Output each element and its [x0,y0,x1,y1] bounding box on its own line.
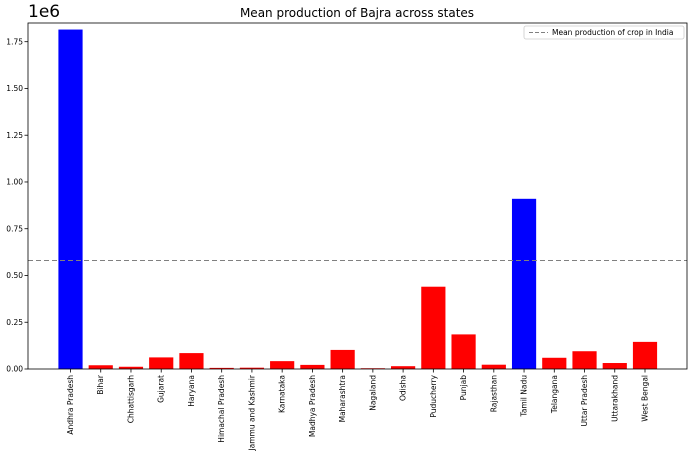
bar-west-bengal [632,341,658,369]
x-tick-label: Madhya Pradesh [308,375,317,437]
bar-tamil-nadu [511,198,537,369]
x-tick-label: Punjab [459,375,468,401]
bar-rajasthan [481,364,506,369]
y-axis-scale-label: 1e6 [28,2,60,22]
bar-haryana [179,353,204,369]
x-tick-label: Maharashtra [338,375,347,422]
bar-uttar-pradesh [572,351,597,369]
x-tick-label: Nagaland [368,375,377,411]
y-tick-label: 0.00 [6,365,23,374]
x-tick-label: Rajasthan [489,375,498,413]
legend-box [523,25,685,40]
x-tick-label: Haryana [187,375,196,407]
bar-bihar [88,365,113,369]
x-tick-label: Chhattisgarh [126,375,135,424]
x-tick-label: West Bengal [641,375,650,422]
plot-frame [27,22,688,370]
bar-karnataka [270,361,295,369]
bar-jammu-and-kashmir [239,367,265,369]
y-tick-label: 1.00 [6,178,23,187]
bar-maharashtra [330,349,355,369]
y-axis-ticks: 0.00 0.25 0.50 0.75 1.00 1.25 1.50 1.75 [6,37,28,374]
x-tick-label: Uttar Pradesh [580,375,589,427]
legend: Mean production of crop in India [523,25,685,40]
bar-puducherry [421,286,446,369]
x-axis-ticks: Andhra Pradesh Bihar Chhattisgarh Gujarat Ha… [66,369,650,452]
x-tick-label: Puducherry [429,374,438,417]
x-tick-label: Jammu and Kashmir [247,374,256,451]
bar-gujarat [149,357,174,369]
x-tick-label: Himachal Pradesh [217,375,226,443]
chart-title: Mean production of Bajra across states [240,6,474,20]
x-tick-label: Tamil Nadu [520,375,529,418]
bar-andhra-pradesh [58,29,83,370]
x-tick-label: Karnataka [278,375,287,413]
y-tick-label: 1.25 [6,131,23,140]
x-tick-label: Gujarat [157,375,166,403]
bar-himachal-pradesh [209,367,234,369]
legend-label: Mean production of crop in India [552,28,674,37]
x-tick-label: Uttarakhand [610,375,619,422]
y-tick-label: 0.50 [6,271,23,280]
y-tick-label: 0.75 [6,224,23,233]
y-tick-label: 0.25 [6,318,23,327]
y-tick-label: 1.50 [6,84,23,93]
bar-odisha [391,366,416,369]
x-tick-label: Bihar [96,374,105,395]
x-tick-label: Odisha [399,375,408,401]
x-tick-label: Telangana [550,375,559,414]
y-tick-label: 1.75 [6,37,23,46]
bar-telangana [542,357,567,369]
bar-punjab [451,334,476,369]
bars-group [58,29,658,370]
bar-chhattisgarh [118,366,144,369]
x-tick-label: Andhra Pradesh [66,375,75,435]
bar-uttarakhand [602,363,627,369]
bar-madhya-pradesh [300,364,325,369]
